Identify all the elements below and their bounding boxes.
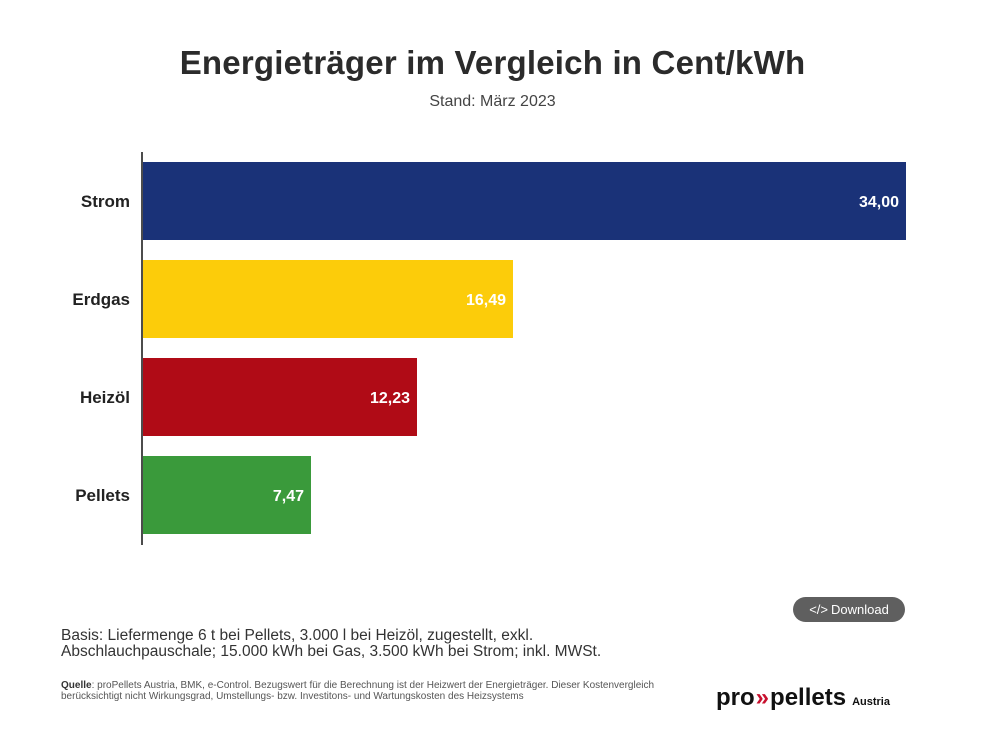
category-label-strom: Strom bbox=[81, 192, 130, 211]
category-label-heiz-l: Heizöl bbox=[80, 388, 130, 407]
logo-pro: pro bbox=[716, 684, 755, 711]
source-text: : proPellets Austria, BMK, e-Control. Be… bbox=[61, 680, 655, 702]
bar-chart: Strom 34,00 Erdgas 16,49 Heizöl 12,23 Pellets 7… bbox=[72, 152, 906, 545]
chart-subtitle: Stand: März 2023 bbox=[429, 93, 556, 110]
bar-heiz-l bbox=[143, 358, 417, 436]
download-button[interactable]: </> Download bbox=[793, 597, 905, 622]
bar-strom bbox=[143, 162, 906, 240]
value-label-heiz-l: 12,23 bbox=[370, 390, 410, 407]
basis-note: Basis: Liefermenge 6 t bei Pellets, 3.00… bbox=[61, 627, 602, 660]
chart-title: Energieträger im Vergleich in Cent/kWh bbox=[179, 44, 806, 81]
category-label-erdgas: Erdgas bbox=[72, 290, 130, 309]
bar-erdgas bbox=[143, 260, 513, 338]
value-label-pellets: 7,47 bbox=[273, 488, 304, 505]
logo-chevrons: » bbox=[755, 684, 770, 711]
bar-pellets bbox=[143, 456, 311, 534]
source-key: Quelle bbox=[61, 680, 92, 691]
logo-pellets: pellets bbox=[770, 684, 847, 711]
category-label-pellets: Pellets bbox=[75, 486, 130, 505]
code-icon: </> bbox=[809, 602, 828, 617]
propellets-logo: pro»pellets Austria bbox=[716, 684, 890, 712]
download-label: Download bbox=[830, 602, 889, 617]
bars-layer: Strom 34,00 Erdgas 16,49 Heizöl 12,23 Pellets 7… bbox=[72, 162, 906, 534]
source-note: Quelle: proPellets Austria, BMK, e-Contr… bbox=[61, 680, 701, 702]
logo-region: Austria bbox=[852, 696, 890, 708]
value-label-strom: 34,00 bbox=[859, 194, 899, 211]
value-label-erdgas: 16,49 bbox=[466, 292, 506, 309]
